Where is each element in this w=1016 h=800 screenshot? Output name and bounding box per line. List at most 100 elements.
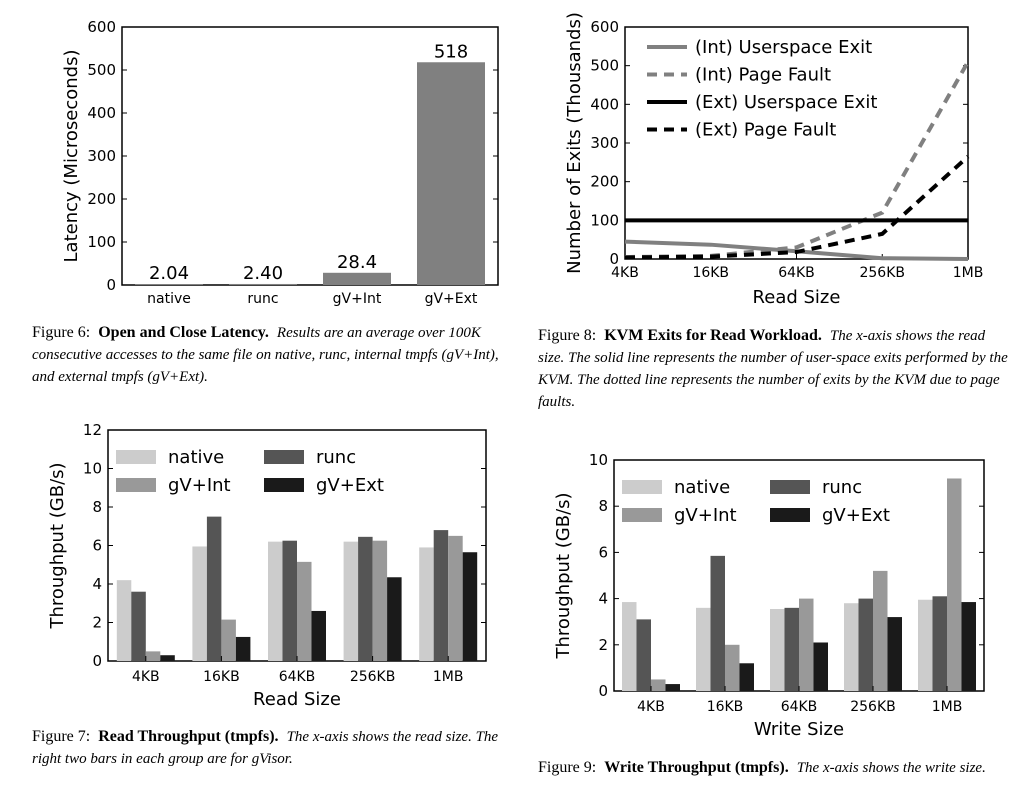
fig9-xtick-label: 256KB bbox=[850, 699, 896, 715]
fig7-ytick-label: 2 bbox=[92, 614, 102, 632]
fig8-xtick-label: 64KB bbox=[778, 265, 815, 281]
fig9-xtick-label: 1MB bbox=[932, 699, 963, 715]
fig9-bar bbox=[696, 607, 711, 691]
fig9-ylabel: Throughput (GB/s) bbox=[553, 492, 574, 659]
fig8-plot-frame bbox=[624, 26, 969, 260]
fig6-caption-title: Open and Close Latency. bbox=[98, 324, 269, 341]
fig9-bar bbox=[873, 570, 888, 691]
fig7-xlabel: Read Size bbox=[253, 689, 341, 710]
fig7-ytick-label: 4 bbox=[92, 575, 102, 593]
fig6-ytick-label: 200 bbox=[87, 190, 116, 208]
fig9-xtick-label: 16KB bbox=[707, 699, 744, 715]
fig7-legend-label: gV+Ext bbox=[316, 475, 384, 496]
fig7-bar bbox=[372, 540, 388, 661]
fig9-ytick-label: 6 bbox=[598, 543, 608, 561]
fig8-ytick-label: 0 bbox=[609, 250, 619, 268]
fig8-series-line bbox=[624, 155, 970, 260]
fig9-ytick-label: 8 bbox=[598, 497, 608, 515]
fig7-caption: Figure 7: Read Throughput (tmpfs). The x… bbox=[32, 726, 504, 770]
fig9-bar bbox=[932, 596, 947, 691]
fig9-bar bbox=[784, 607, 799, 691]
fig9-ytick-label: 2 bbox=[598, 636, 608, 654]
fig6-caption: Figure 6: Open and Close Latency. Result… bbox=[32, 322, 504, 388]
fig8-svg: 0 100 200 300 400 500 600 Number of Exits (Thou… bbox=[564, 12, 984, 308]
fig6-xtick-label: gV+Int bbox=[333, 291, 382, 307]
fig7-bar bbox=[235, 636, 251, 661]
fig9-legend-swatch bbox=[622, 480, 662, 494]
fig7-xtick-label: 4KB bbox=[132, 669, 160, 685]
fig7-ytick-label: 8 bbox=[92, 498, 102, 516]
fig7-xtick-label: 1MB bbox=[433, 669, 464, 685]
fig9-legend-swatch bbox=[770, 508, 810, 522]
fig8-ytick-label: 300 bbox=[590, 134, 619, 152]
fig9-ytick-label: 10 bbox=[589, 451, 608, 469]
fig7-xtick-label: 16KB bbox=[203, 669, 240, 685]
fig6-xtick-label: native bbox=[147, 291, 191, 307]
fig7-bar bbox=[131, 591, 146, 661]
fig8-caption-body: The x-axis shows the read size. The soli… bbox=[538, 328, 1008, 410]
fig9-bar bbox=[813, 642, 828, 691]
fig7-legend-label: runc bbox=[316, 447, 356, 468]
fig7-caption-body: The x-axis shows the read size. The righ… bbox=[32, 729, 499, 767]
fig7-bar bbox=[343, 541, 359, 661]
fig9-caption-title: Write Throughput (tmpfs). bbox=[604, 759, 789, 776]
fig8-xtick-label: 4KB bbox=[611, 265, 639, 281]
fig9-caption-body: The x-axis shows the write size. bbox=[796, 760, 986, 776]
fig8-legend-label: (Int) Userspace Exit bbox=[695, 37, 872, 58]
fig9-legend-label: native bbox=[674, 477, 730, 498]
fig8-ytick-label: 500 bbox=[590, 57, 619, 75]
fig9-legend-swatch bbox=[770, 480, 810, 494]
fig6-caption-body: Results are an average over 100K consecu… bbox=[32, 325, 499, 385]
fig7-xtick-label: 256KB bbox=[350, 669, 396, 685]
fig7-bar bbox=[160, 655, 175, 661]
fig8-xtick-label: 256KB bbox=[859, 265, 905, 281]
fig7-bar bbox=[297, 561, 312, 661]
fig8-ytick-label: 600 bbox=[590, 18, 619, 36]
fig9-legend-label: runc bbox=[822, 477, 862, 498]
fig9-xlabel: Write Size bbox=[754, 719, 844, 740]
fig7-bar bbox=[419, 547, 434, 661]
fig7-legend-swatch bbox=[264, 450, 304, 464]
fig8-caption: Figure 8: KVM Exits for Read Workload. T… bbox=[538, 325, 1010, 413]
fig7-legend-label: gV+Int bbox=[168, 475, 231, 496]
fig9-bar bbox=[887, 617, 902, 691]
fig9-ytick-label: 4 bbox=[598, 590, 608, 608]
fig6-ytick-label: 500 bbox=[87, 61, 116, 79]
fig9-bar bbox=[725, 644, 740, 691]
fig7-bar bbox=[268, 541, 283, 661]
fig9-legend-swatch bbox=[622, 508, 662, 522]
fig6-ytick-label: 400 bbox=[87, 104, 116, 122]
fig8-chart: 0 100 200 300 400 500 600 Number of Exits (Thou… bbox=[520, 0, 1016, 312]
fig9-caption: Figure 9: Write Throughput (tmpfs). The … bbox=[538, 757, 1010, 779]
fig7-legend-swatch bbox=[116, 450, 156, 464]
fig8-legend-label: (Ext) Userspace Exit bbox=[695, 92, 878, 113]
fig7-bar bbox=[311, 610, 326, 661]
fig7-xtick-label: 64KB bbox=[279, 669, 316, 685]
fig6-bar bbox=[135, 284, 203, 285]
fig9-svg: 0 2 4 6 8 10 Throughput (GB/s) Write Size 4KB 16K… bbox=[553, 451, 985, 740]
fig6-ytick-label: 600 bbox=[87, 18, 116, 36]
fig7-caption-label: Figure 7: bbox=[32, 728, 91, 745]
fig6-ytick-label: 300 bbox=[87, 147, 116, 165]
fig8-ytick-label: 100 bbox=[590, 211, 619, 229]
fig9-bar bbox=[636, 619, 651, 691]
fig9-legend-label: gV+Ext bbox=[822, 505, 890, 526]
fig7-caption-title: Read Throughput (tmpfs). bbox=[98, 728, 279, 745]
fig9-bar bbox=[665, 684, 680, 691]
fig7-bar bbox=[145, 651, 161, 661]
fig8-legend-label: (Int) Page Fault bbox=[695, 65, 831, 86]
fig9-bar bbox=[739, 663, 754, 691]
fig8-caption-title: KVM Exits for Read Workload. bbox=[604, 327, 822, 344]
fig7-bar bbox=[387, 577, 402, 661]
fig8-xtick-label: 1MB bbox=[953, 265, 984, 281]
fig9-chart: 0 2 4 6 8 10 Throughput (GB/s) Write Size 4KB 16K… bbox=[520, 445, 1016, 745]
fig7-svg: 0 2 4 6 8 10 12 Throughput (GB/s) Read Size 4KB 16… bbox=[47, 421, 487, 710]
fig8-caption-label: Figure 8: bbox=[538, 327, 597, 344]
fig9-xtick-label: 64KB bbox=[781, 699, 818, 715]
fig6-data-label: 28.4 bbox=[337, 252, 377, 273]
fig7-chart: 0 2 4 6 8 10 12 Throughput (GB/s) Read Size 4KB 16… bbox=[0, 415, 500, 715]
fig6-xtick-label: runc bbox=[247, 291, 278, 307]
fig9-bar bbox=[947, 478, 962, 691]
fig7-legend-label: native bbox=[168, 447, 224, 468]
fig8-ytick-label: 200 bbox=[590, 173, 619, 191]
